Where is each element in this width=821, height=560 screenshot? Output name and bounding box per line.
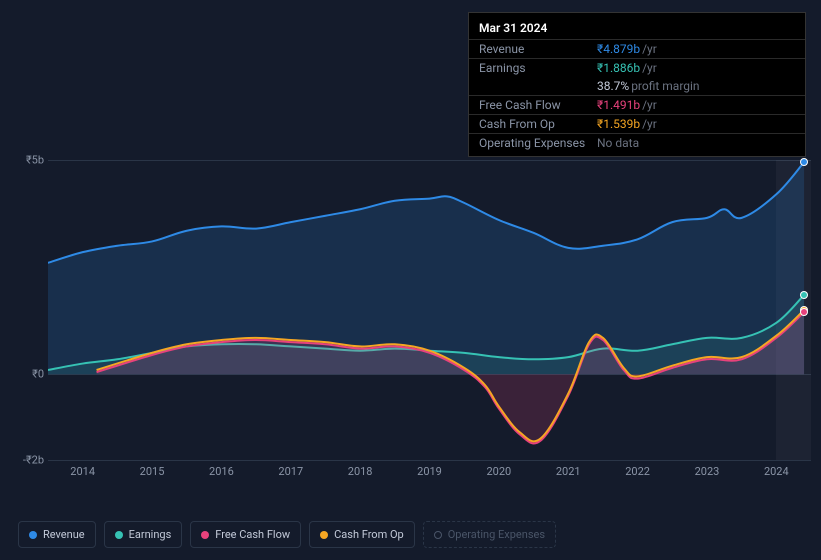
legend-item-label: Free Cash Flow <box>215 528 290 541</box>
tooltip-row: Earnings₹1.886b /yr <box>469 58 805 77</box>
tooltip-row-unit: /yr <box>642 42 657 56</box>
y-axis-label: -₹2b <box>23 454 44 467</box>
tooltip-date: Mar 31 2024 <box>469 17 805 39</box>
tooltip-row-value: ₹1.539b <box>597 117 640 131</box>
plot-area[interactable] <box>48 160 811 460</box>
tooltip-row-value: ₹4.879b <box>597 42 640 56</box>
x-axis-label: 2020 <box>486 465 511 478</box>
tooltip-row-label: Free Cash Flow <box>479 98 597 112</box>
x-axis-label: 2019 <box>417 465 442 478</box>
tooltip-row-label: Revenue <box>479 42 597 56</box>
chart-legend: Revenue Earnings Free Cash Flow Cash From O… <box>18 521 556 548</box>
legend-item-label: Earnings <box>129 528 172 541</box>
tooltip-row: Revenue₹4.879b /yr <box>469 39 805 58</box>
x-axis-label: 2015 <box>140 465 165 478</box>
tooltip-row-value: 38.7% <box>597 79 629 93</box>
y-axis-label: ₹0 <box>32 368 44 381</box>
x-axis-label: 2018 <box>348 465 373 478</box>
x-axis-label: 2017 <box>278 465 303 478</box>
tooltip-row-label: Earnings <box>479 61 597 75</box>
tooltip-row: Operating ExpensesNo data <box>469 133 805 152</box>
x-axis: 2014 2015 2016 2017 2018 2019 2020 2021 2022 2023… <box>48 465 811 485</box>
tooltip-row-value: ₹1.886b <box>597 61 640 75</box>
tooltip-row-unit: profit margin <box>631 79 699 93</box>
series-marker <box>801 309 807 315</box>
series-marker <box>801 292 807 298</box>
tooltip-row-value: ₹1.491b <box>597 98 640 112</box>
legend-item-label: Operating Expenses <box>448 528 545 541</box>
legend-item-freeCashFlow[interactable]: Free Cash Flow <box>190 521 301 548</box>
tooltip-row-label: Cash From Op <box>479 117 597 131</box>
legend-dot-icon <box>320 531 328 539</box>
legend-item-label: Revenue <box>43 528 85 541</box>
x-axis-label: 2014 <box>70 465 95 478</box>
x-axis-label: 2016 <box>209 465 234 478</box>
legend-item-cashFromOp[interactable]: Cash From Op <box>309 521 415 548</box>
legend-dot-icon <box>434 531 442 539</box>
legend-dot-icon <box>29 531 37 539</box>
legend-dot-icon <box>115 531 123 539</box>
legend-item-opExpenses[interactable]: Operating Expenses <box>423 521 556 548</box>
chart-tooltip: Mar 31 2024 Revenue₹4.879b /yrEarnings₹1… <box>468 12 806 157</box>
series-marker <box>801 159 807 165</box>
legend-dot-icon <box>201 531 209 539</box>
tooltip-row-value: No data <box>597 136 639 150</box>
legend-item-earnings[interactable]: Earnings <box>104 521 183 548</box>
tooltip-row: Free Cash Flow₹1.491b /yr <box>469 95 805 114</box>
chart-container: ₹5b₹0-₹2b 201420152016201720182019202020… <box>18 160 811 490</box>
x-axis-label: 2024 <box>764 465 789 478</box>
legend-item-revenue[interactable]: Revenue <box>18 521 96 548</box>
tooltip-row-unit: /yr <box>642 117 657 131</box>
x-axis-label: 2023 <box>695 465 720 478</box>
gridline <box>48 460 811 461</box>
tooltip-row-label <box>479 79 597 93</box>
x-axis-label: 2022 <box>625 465 650 478</box>
tooltip-row-unit: /yr <box>642 98 657 112</box>
tooltip-row-label: Operating Expenses <box>479 136 597 150</box>
chart-svg <box>48 160 811 460</box>
x-axis-label: 2021 <box>556 465 581 478</box>
tooltip-row: Cash From Op₹1.539b /yr <box>469 114 805 133</box>
tooltip-row: 38.7% profit margin <box>469 77 805 95</box>
tooltip-row-unit: /yr <box>642 61 657 75</box>
legend-item-label: Cash From Op <box>334 528 404 541</box>
y-axis-label: ₹5b <box>26 154 44 167</box>
